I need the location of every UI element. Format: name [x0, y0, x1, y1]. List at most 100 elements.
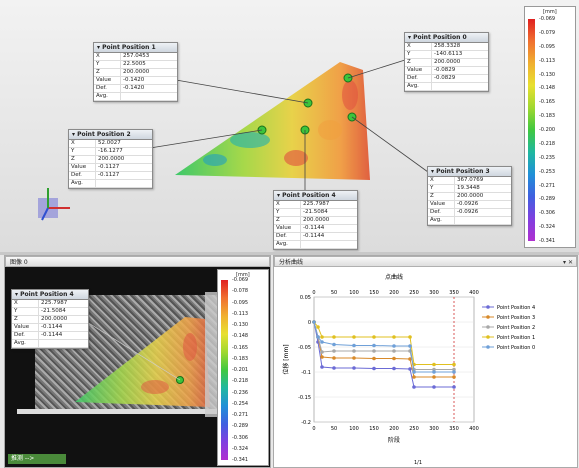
x-tick-label-top: 50 [331, 290, 337, 296]
colorbar-tick-label: -0.306 [232, 434, 249, 441]
series-point [320, 355, 324, 359]
point-box-key: Value [428, 201, 455, 208]
point-box-row: X 258.3328 [405, 43, 488, 51]
point-box-row: Z 200.0000 [428, 193, 511, 201]
legend-label: Point Position 2 [497, 325, 535, 331]
point-box-row: Avg. [12, 340, 88, 348]
point-box-key: Def. [69, 172, 96, 179]
point-box-value: 200.0000 [303, 217, 330, 223]
3d-view-panel[interactable]: ▾ Point Position 1 X 257.0453 Y 22.5005 Z 200.… [0, 0, 579, 252]
y-tick-label: -0.1 [301, 370, 311, 376]
analysis-pane[interactable]: 分析曲线 ▾ ✕ 点曲线 0.05 0 -0.05 -0.1 -0.15 -0.2 0 50 10… [273, 255, 578, 468]
point-box-key: Value [405, 67, 432, 74]
colorbar-tick-label: -0.324 [232, 445, 249, 452]
surface-spot [230, 132, 270, 148]
point-box-row: X 367.0769 [428, 177, 511, 185]
point-box-value: 200.0000 [41, 316, 68, 322]
point-box-value: -0.1127 [98, 172, 120, 178]
point-info-box-1[interactable]: ▾ Point Position 1 X 257.0453 Y 22.5005 Z 200.… [93, 42, 178, 102]
point-box-value: 258.3328 [434, 43, 461, 49]
point-box-row: Avg. [69, 180, 152, 188]
series-point [408, 357, 412, 361]
point-box-row: Z 200.0000 [12, 316, 88, 324]
point-box-value: 257.0453 [123, 53, 150, 59]
series-point [372, 366, 376, 371]
point-box-value: -0.0926 [457, 201, 479, 207]
point-box-row: Y 19.3448 [428, 185, 511, 193]
colorbar-panel: [mm] -0.069 -0.079 -0.095 -0.113 -0.130 -0.14… [524, 6, 576, 248]
point-box-value: 52.0027 [98, 140, 121, 146]
x-tick-label-top: 200 [389, 290, 399, 296]
x-tick-label-top: 400 [469, 290, 479, 296]
surface-spot [318, 120, 342, 140]
point-box-key: Y [69, 148, 96, 155]
point-box-header[interactable]: ▾ Point Position 4 [274, 191, 357, 201]
image-pane-title[interactable]: 图像 0 [5, 256, 270, 267]
point-info-box-3[interactable]: ▾ Point Position 3 X 367.0769 Y 19.3448 Z 200.… [427, 166, 512, 226]
point-box-header[interactable]: ▾ Point Position 1 [94, 43, 177, 53]
colorbar-tick-label: -0.130 [232, 322, 249, 328]
point-box-value [39, 340, 41, 347]
leader-line [175, 79, 309, 104]
x-tick-label: 250 [409, 426, 419, 432]
point-box-value: -0.1127 [98, 164, 120, 170]
colorbar-tick-label: -0.271 [539, 182, 556, 189]
point-box-row: Value -0.1144 [12, 324, 88, 332]
legend-label: Point Position 4 [497, 305, 535, 311]
image-colorbar-unit: [mm] [236, 272, 250, 278]
series-point [332, 349, 336, 353]
series-point [392, 356, 396, 361]
analysis-pane-title[interactable]: 分析曲线 ▾ ✕ [274, 256, 577, 267]
camera-image[interactable]: ▾ Point Position 4 X 225.7987 Y -21.5084 Z 200… [5, 267, 270, 467]
point-box-key: Z [405, 59, 432, 66]
surface-plot[interactable] [0, 0, 579, 252]
point-info-box-0[interactable]: ▾ Point Position 0 X 258.3328 Y -140.6113 Z 20… [404, 32, 489, 92]
point-box-header[interactable]: ▾ Point Position 0 [405, 33, 488, 43]
point-box-key: Def. [428, 209, 455, 216]
point-box-key: Avg. [69, 180, 96, 187]
colorbar-tick-label: -0.200 [539, 127, 556, 133]
x-tick-label: 100 [349, 426, 359, 432]
point-box-key: Avg. [12, 340, 39, 347]
series-point [332, 366, 336, 370]
axis-gizmo[interactable] [38, 188, 70, 221]
series-point [372, 356, 376, 361]
point-box-value: 225.7987 [41, 300, 68, 306]
point-box-key: X [428, 177, 455, 184]
point-box-key: Value [94, 77, 121, 84]
image-point-info-box[interactable]: ▾ Point Position 4 X 225.7987 Y -21.5084 Z 200… [11, 289, 89, 349]
point-box-value: -21.5084 [303, 209, 328, 215]
analysis-pane-title-text: 分析曲线 [279, 259, 304, 266]
image-pane[interactable]: 图像 0 ▾ Point Position 4 X 225.7987 Y -21.508… [4, 255, 271, 468]
point-box-value: 200.0000 [98, 156, 125, 162]
x-tick-label: 200 [389, 426, 399, 432]
point-info-box-4[interactable]: ▾ Point Position 4 X 225.7987 Y -21.5084 Z 200… [273, 190, 358, 250]
colorbar-tick-label: -0.324 [539, 224, 556, 231]
series-point [392, 344, 396, 348]
image-colorbar-gradient [221, 280, 228, 460]
series-point [452, 362, 456, 367]
x-tick-label: 150 [369, 426, 379, 432]
colorbar-tick-label: -0.148 [539, 85, 556, 92]
point-box-header[interactable]: ▾ Point Position 3 [428, 167, 511, 177]
x-axis-label: 阶段 [388, 436, 400, 444]
point-box-header[interactable]: ▾ Point Position 4 [12, 290, 88, 300]
point-info-box-2[interactable]: ▾ Point Position 2 X 52.0027 Y -16.1277 Z 200.… [68, 129, 153, 189]
point-box-value [432, 83, 434, 90]
pane-splitter[interactable] [0, 252, 579, 255]
series-point [452, 385, 456, 389]
point-box-row: Def. -0.1144 [274, 233, 357, 241]
point-box-row: Z 200.0000 [69, 156, 152, 164]
colorbar-tick-label: -0.218 [539, 140, 556, 147]
legend-marker [486, 335, 490, 339]
point-box-header[interactable]: ▾ Point Position 2 [69, 130, 152, 140]
pane-close-button[interactable]: ▾ ✕ [563, 259, 573, 266]
point-box-row: Y 22.5005 [94, 61, 177, 69]
y-tick-label: -0.05 [298, 345, 311, 351]
point-box-row: Avg. [428, 217, 511, 225]
colorbar-tick-label: -0.306 [539, 210, 556, 217]
series-point [412, 370, 416, 374]
point-box-row: X 257.0453 [94, 53, 177, 61]
y-tick-label: -0.2 [301, 420, 311, 426]
